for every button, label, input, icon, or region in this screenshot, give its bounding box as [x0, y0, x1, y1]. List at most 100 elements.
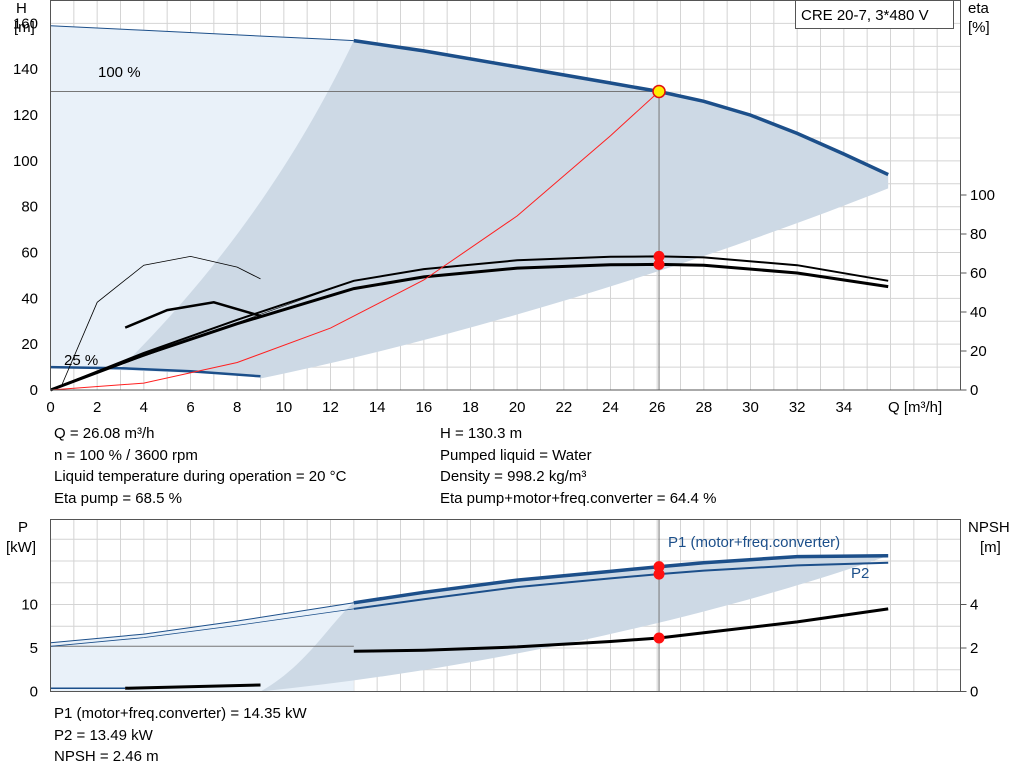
duty-point-marker [652, 84, 666, 99]
flow-axis-label: Q [m³/h] [888, 399, 942, 416]
eta-pump-marker [653, 250, 665, 262]
flow-tick-label: 28 [695, 399, 712, 416]
flow-tick-label: 0 [46, 399, 54, 416]
power-y-ticks: 0 5 10 [21, 597, 38, 701]
power-info: P1 (motor+freq.converter) = 14.35 kW P2 … [54, 703, 307, 768]
eta-tick-label: 40 [970, 304, 987, 321]
power-operating-region [260, 555, 889, 692]
flow-ticks: 0 2 4 6 8 10 12 14 16 18 20 22 24 26 28 30 32 34 [46, 399, 852, 416]
eta-pump-curve-25 [61, 255, 261, 385]
eta-pump-lower-extension [50, 280, 354, 391]
p2-curve-extended [50, 608, 354, 647]
npsh-ticks: 0 2 4 [960, 597, 978, 701]
liquid-temperature: Liquid temperature during operation = 20… [54, 468, 347, 485]
power-duty-guides [50, 519, 660, 692]
head-tick-label: 160 [13, 15, 38, 32]
flow-tick-label: 34 [835, 399, 852, 416]
power-axis-unit: [kW] [6, 539, 36, 556]
speed-25-label: 25 % [64, 352, 98, 369]
flow-tick-label: 30 [742, 399, 759, 416]
speed-100-label: 100 % [98, 64, 141, 81]
eta-tick-label: 100 [970, 187, 995, 204]
eta-ticks: 0 20 40 60 80 100 [960, 187, 995, 399]
head-tick-label: 20 [21, 336, 38, 353]
npsh-tick-label: 0 [970, 684, 978, 701]
flow-tick-label: 22 [555, 399, 572, 416]
eta-total-marker [653, 258, 665, 270]
head-tick-label: 40 [21, 290, 38, 307]
head-tick-label: 0 [30, 382, 38, 399]
p2-duty-marker [653, 568, 665, 580]
power-tick-label: 5 [30, 640, 38, 657]
power-axis-label: P [18, 519, 28, 536]
eta-axis-label: eta [968, 0, 990, 17]
system-curve [50, 91, 660, 391]
head-tick-label: 140 [13, 61, 38, 78]
npsh-curve [353, 607, 889, 653]
flow-tick-label: 14 [369, 399, 386, 416]
head-y-ticks: 0 20 40 60 80 100 120 140 160 [13, 15, 38, 399]
flow-tick-label: 16 [415, 399, 432, 416]
p1-curve-extended [50, 602, 354, 644]
speed-value: n = 100 % / 3600 rpm [54, 446, 198, 464]
power-plot-frame [50, 519, 961, 692]
npsh-curve-25 [125, 683, 261, 690]
flow-tick-label: 12 [322, 399, 339, 416]
power-chart: 0 5 10 0 2 4 P [kW] NPSH [m] P1 (motor+freq.… [6, 519, 1010, 701]
npsh-tick-label: 2 [970, 640, 978, 657]
eta-total-curve-25 [124, 301, 261, 329]
p2-value: P2 = 13.49 kW [54, 726, 153, 744]
flow-tick-label: 4 [140, 399, 148, 416]
head-tick-label: 80 [21, 199, 38, 216]
flow-tick-label: 24 [602, 399, 619, 416]
flow-value: Q = 26.08 m³/h [54, 425, 155, 442]
power-operating-areas [50, 555, 889, 692]
flow-tick-label: 8 [233, 399, 241, 416]
p2-curve [353, 561, 889, 610]
power-curves [50, 554, 889, 690]
flow-tick-label: 18 [462, 399, 479, 416]
eta-axis-unit: [%] [968, 19, 990, 36]
npsh-axis-label: NPSH [968, 519, 1010, 536]
duty-info-left: Q = 26.08 m³/h n = 100 % / 3600 rpm Liqu… [54, 423, 346, 509]
eta-tick-label: 20 [970, 343, 987, 360]
power-low-speed-region [50, 602, 354, 692]
head-tick-label: 100 [13, 153, 38, 170]
eta-tick-label: 80 [970, 226, 987, 243]
flow-tick-label: 26 [649, 399, 666, 416]
power-tick-label: 0 [30, 684, 38, 701]
npsh-duty-marker [653, 632, 665, 644]
head-duty-markers [652, 84, 666, 270]
eta-pump-curve [50, 255, 889, 391]
head-curve-25 [50, 365, 261, 378]
p1-curve-label: P1 (motor+freq.converter) [668, 534, 840, 551]
eta-pump-value: Eta pump = 68.5 % [54, 489, 182, 507]
flow-tick-label: 20 [509, 399, 526, 416]
model-label-box [795, 0, 954, 29]
eta-tick-label: 0 [970, 382, 978, 399]
eta-tick-label: 60 [970, 265, 987, 282]
head-operating-areas [50, 25, 889, 379]
head-curve-extended [50, 25, 354, 42]
p1-curve [353, 554, 889, 605]
flow-tick-label: 2 [93, 399, 101, 416]
model-label: CRE 20-7, 3*480 V [801, 7, 929, 24]
flow-tick-label: 10 [275, 399, 292, 416]
power-duty-markers [653, 561, 665, 644]
p2-curve-label: P2 [851, 565, 869, 582]
density-value: Density = 998.2 kg/m³ [440, 468, 587, 485]
head-curve-100 [353, 38, 889, 177]
p1-value: P1 (motor+freq.converter) = 14.35 kW [54, 705, 307, 722]
flow-tick-label: 32 [789, 399, 806, 416]
power-tick-label: 10 [21, 597, 38, 614]
npsh-tick-label: 4 [970, 597, 978, 614]
head-axis-label: H [16, 0, 27, 17]
eta-total-value: Eta pump+motor+freq.converter = 64.4 % [440, 489, 717, 507]
pumped-liquid: Pumped liquid = Water [440, 446, 592, 464]
head-tick-label: 60 [21, 245, 38, 262]
head-value: H = 130.3 m [440, 425, 523, 442]
duty-point-guides [50, 90, 660, 390]
npsh-axis-unit: [m] [980, 539, 1001, 556]
